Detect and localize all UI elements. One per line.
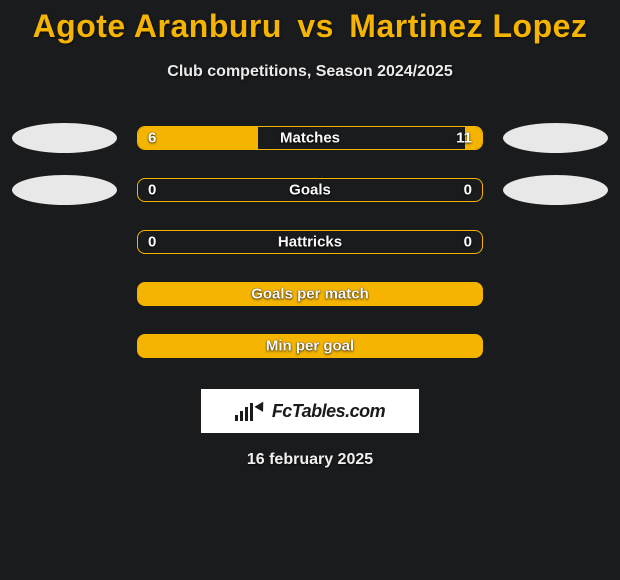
logo-box: FcTables.com [201, 389, 419, 433]
stat-bar: 0 0 Goals [137, 178, 483, 202]
stat-value-right: 0 [464, 234, 472, 251]
stat-label: Goals [289, 182, 331, 199]
stats-container: 6 11 Matches 0 0 Goals 0 0 Hattricks Goals per ma… [0, 123, 620, 361]
stat-row: 0 0 Goals [0, 175, 620, 205]
stat-value-right: 11 [456, 130, 472, 147]
logo-arrow-icon [254, 399, 267, 412]
player2-name: Martinez Lopez [349, 8, 587, 44]
player1-oval [12, 175, 117, 205]
stat-value-left: 6 [148, 130, 156, 147]
stat-bar: 0 0 Hattricks [137, 230, 483, 254]
stat-bar: Min per goal [137, 334, 483, 358]
player2-oval [503, 175, 608, 205]
subtitle: Club competitions, Season 2024/2025 [0, 63, 620, 81]
logo-text: FcTables.com [272, 401, 385, 422]
stat-label: Min per goal [266, 338, 354, 355]
player1-name: Agote Aranburu [33, 8, 282, 44]
logo-bars-icon [235, 401, 253, 421]
stat-bar: Goals per match [137, 282, 483, 306]
stat-label: Goals per match [251, 286, 369, 303]
player1-oval [12, 123, 117, 153]
stat-label: Hattricks [278, 234, 342, 251]
stat-value-left: 0 [148, 234, 156, 251]
stat-bar: 6 11 Matches [137, 126, 483, 150]
date-text: 16 february 2025 [0, 451, 620, 469]
vs-text: vs [297, 8, 334, 44]
player2-oval [503, 123, 608, 153]
stat-row: Goals per match [0, 279, 620, 309]
stat-value-left: 0 [148, 182, 156, 199]
stat-row: 6 11 Matches [0, 123, 620, 153]
stat-label: Matches [280, 130, 340, 147]
comparison-title: Agote Aranburu vs Martinez Lopez [0, 0, 620, 45]
stat-value-right: 0 [464, 182, 472, 199]
stat-row: Min per goal [0, 331, 620, 361]
stat-row: 0 0 Hattricks [0, 227, 620, 257]
